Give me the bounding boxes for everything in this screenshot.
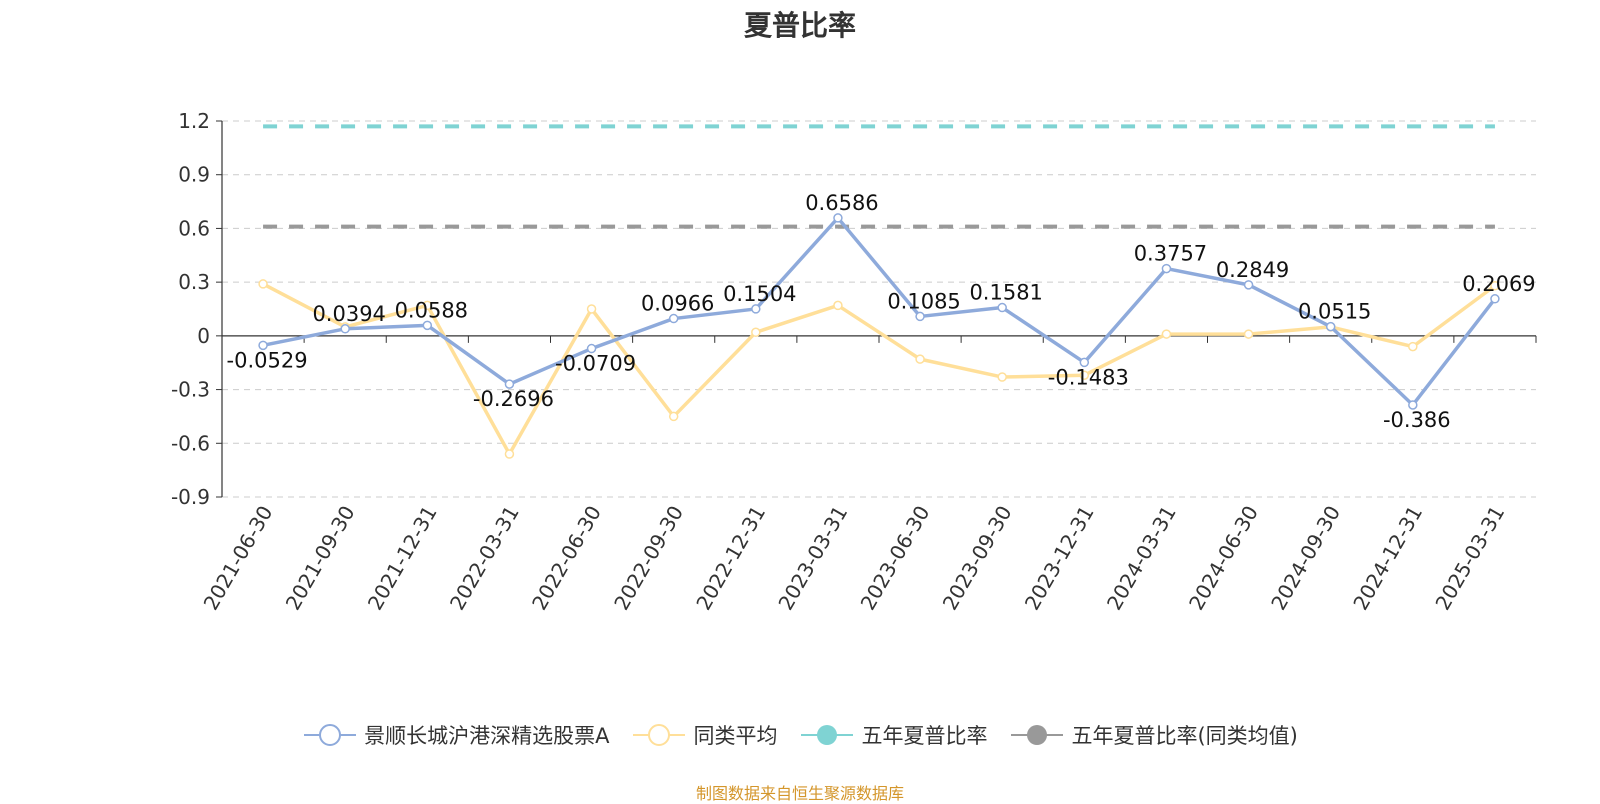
data-point <box>1243 280 1254 290</box>
y-tick-label: 0.9 <box>178 163 210 187</box>
data-label: 0.2849 <box>1216 258 1289 282</box>
legend-marker-icon <box>633 724 686 746</box>
data-label: 0.0588 <box>395 298 468 322</box>
data-point <box>1408 341 1418 352</box>
data-point <box>340 324 350 334</box>
data-point <box>1490 280 1500 291</box>
x-tick-label: 2021-06-30 <box>198 502 277 615</box>
data-point <box>751 327 761 338</box>
x-tick-label: 2022-03-31 <box>445 502 524 615</box>
data-label: 0.1085 <box>887 289 960 313</box>
x-tick-label: 2023-12-31 <box>1020 502 1099 615</box>
data-point <box>833 213 843 223</box>
data-point <box>1490 294 1500 304</box>
legend-label: 五年夏普比率 <box>861 724 988 748</box>
data-label: 0.0966 <box>641 292 714 316</box>
data-label: 0.1581 <box>969 281 1042 305</box>
y-tick-label: 0.6 <box>178 216 210 240</box>
legend-marker-icon <box>1011 725 1064 745</box>
data-point <box>1161 263 1172 274</box>
data-point <box>504 379 515 389</box>
data-label: 0.6586 <box>805 191 878 215</box>
x-tick-label: 2021-12-31 <box>363 502 442 615</box>
data-point <box>1161 329 1172 339</box>
x-tick-label: 2024-03-31 <box>1102 502 1181 615</box>
data-label: -0.0709 <box>555 352 636 376</box>
data-label: -0.386 <box>1383 408 1451 432</box>
data-label: -0.1483 <box>1048 365 1129 389</box>
legend: 景顺长城沪港深精选股票A 同类平均 五年夏普比率 五年夏普比率(同类均值) <box>0 720 1600 750</box>
data-label: 0.1504 <box>723 282 796 306</box>
data-point <box>915 311 925 322</box>
legend-label: 同类平均 <box>693 724 778 748</box>
x-tick-label: 2022-06-30 <box>527 502 606 615</box>
data-point <box>586 304 597 314</box>
legend-item[interactable]: 五年夏普比率 <box>799 720 987 750</box>
x-tick-label: 2022-12-31 <box>691 502 770 615</box>
x-tick-label: 2025-03-31 <box>1430 502 1509 615</box>
x-tick-label: 2023-03-31 <box>773 502 852 615</box>
data-point <box>422 320 433 331</box>
legend-label: 景顺长城沪港深精选股票A <box>364 724 610 748</box>
series-layer <box>258 213 1500 459</box>
legend-marker-icon <box>304 724 357 746</box>
x-tick-label: 2024-06-30 <box>1184 502 1263 615</box>
data-point <box>668 313 679 324</box>
x-tick-label: 2023-06-30 <box>855 502 934 615</box>
y-tick-label: -0.9 <box>171 485 210 509</box>
data-label: -0.0529 <box>227 348 308 372</box>
x-tick-label: 2021-09-30 <box>281 502 360 615</box>
data-label: 0.3757 <box>1134 242 1207 266</box>
data-label: 0.2069 <box>1462 272 1535 296</box>
data-point <box>751 304 761 314</box>
data-point <box>258 279 268 289</box>
series-line-0 <box>262 216 1497 407</box>
data-label: 0.0394 <box>312 302 385 326</box>
y-tick-label: 0.3 <box>178 270 210 294</box>
x-tick-label: 2024-09-30 <box>1266 502 1345 615</box>
data-point <box>1408 400 1418 410</box>
footer-source: 制图数据来自恒生聚源数据库 <box>695 784 904 803</box>
data-point <box>1079 370 1090 380</box>
legend-item[interactable]: 五年夏普比率(同类均值) <box>1009 720 1298 750</box>
data-point <box>258 340 268 351</box>
legend-marker-icon <box>801 725 854 745</box>
data-point <box>833 300 843 311</box>
data-point <box>1325 321 1336 332</box>
legend-item[interactable]: 同类平均 <box>631 720 777 750</box>
legend-label: 五年夏普比率(同类均值) <box>1071 724 1298 748</box>
legend-item[interactable]: 景顺长城沪港深精选股票A <box>302 720 609 750</box>
y-tick-label: -0.3 <box>171 378 210 402</box>
x-tick-label: 2024-12-31 <box>1348 502 1427 615</box>
chart-title: 夏普比率 <box>743 9 856 42</box>
reference-lines <box>263 124 1495 229</box>
data-point <box>997 302 1007 313</box>
data-point <box>504 449 515 459</box>
data-label: -0.2696 <box>473 387 554 411</box>
x-tick-label: 2022-09-30 <box>609 502 688 615</box>
data-point <box>422 300 433 311</box>
y-tick-label: 0 <box>197 324 210 348</box>
data-label: 0.0515 <box>1298 300 1371 324</box>
series-line-1 <box>262 282 1496 456</box>
data-point <box>1079 357 1090 368</box>
data-point <box>586 343 597 354</box>
y-tick-label: 1.2 <box>178 109 210 133</box>
y-tick-label: -0.6 <box>171 431 210 455</box>
x-tick-label: 2023-09-30 <box>938 502 1017 615</box>
data-point <box>915 354 925 364</box>
data-point <box>997 372 1007 382</box>
data-point <box>668 411 679 422</box>
data-point <box>1243 329 1254 339</box>
